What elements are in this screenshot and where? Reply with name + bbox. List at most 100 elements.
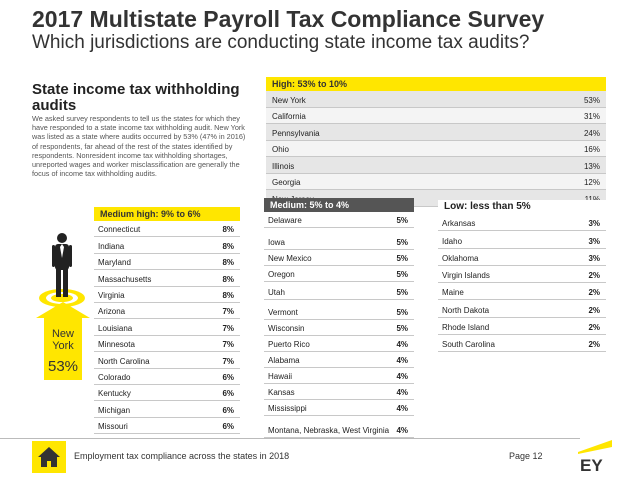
table-row: Kansas 4% bbox=[264, 384, 414, 400]
highlight-percent: 53% bbox=[47, 358, 79, 375]
state-name: Montana, Nebraska, West Virginia bbox=[268, 426, 390, 435]
state-name: Minnesota bbox=[98, 340, 135, 350]
state-name: Kentucky bbox=[98, 389, 131, 399]
page-title: 2017 Multistate Payroll Tax Compliance S… bbox=[32, 6, 545, 32]
state-name: Illinois bbox=[272, 161, 295, 171]
table-row: Arizona 7% bbox=[94, 302, 240, 320]
state-name: Michigan bbox=[98, 405, 131, 415]
state-name: Delaware bbox=[268, 216, 302, 225]
tier-medium-high-header: Medium high: 9% to 6% bbox=[94, 207, 240, 221]
state-percent: 5% bbox=[396, 270, 408, 279]
state-name: Hawaii bbox=[268, 372, 293, 381]
table-row: Indiana 8% bbox=[94, 237, 240, 254]
table-row: Massachusetts 8% bbox=[94, 270, 240, 287]
state-percent: 31% bbox=[583, 112, 600, 121]
state-name: Ohio bbox=[272, 145, 289, 154]
table-row: Virginia 8% bbox=[94, 286, 240, 303]
state-name: North Dakota bbox=[442, 305, 490, 315]
table-row: Arkansas 3% bbox=[438, 214, 606, 232]
highlight-state-line1: New bbox=[51, 328, 74, 340]
state-name: Georgia bbox=[272, 178, 301, 187]
state-name: Maine bbox=[442, 288, 464, 298]
person-icon bbox=[52, 233, 72, 297]
state-name: Oregon bbox=[268, 270, 295, 279]
table-row: New Mexico 5% bbox=[264, 250, 414, 266]
highlight-state-line2: York bbox=[52, 340, 74, 352]
state-name: Virginia bbox=[98, 290, 125, 300]
state-percent: 8% bbox=[222, 290, 234, 300]
state-name: Alabama bbox=[268, 356, 300, 365]
tier-low-panel: Low: less than 5% Arkansas 3% Idaho 3% Oklah… bbox=[438, 200, 606, 353]
table-row: Missouri 6% bbox=[94, 417, 240, 435]
state-percent: 24% bbox=[583, 128, 600, 138]
state-name: New York bbox=[272, 95, 306, 105]
state-percent: 13% bbox=[583, 161, 600, 171]
footer-text: Employment tax compliance across the sta… bbox=[74, 451, 290, 461]
tier-medium-header: Medium: 5% to 4% bbox=[264, 198, 414, 212]
table-row: Kentucky 6% bbox=[94, 384, 240, 402]
state-name: Vermont bbox=[268, 308, 298, 317]
state-percent: 11% bbox=[584, 194, 600, 204]
table-row: Oregon 5% bbox=[264, 266, 414, 282]
table-row: Virgin Islands 2% bbox=[438, 265, 606, 284]
state-percent: 4% bbox=[396, 404, 408, 413]
state-percent: 7% bbox=[222, 307, 234, 317]
state-name: Pennsylvania bbox=[272, 128, 320, 138]
state-name: Rhode Island bbox=[442, 323, 490, 333]
state-name: North Carolina bbox=[98, 356, 150, 366]
table-row: North Carolina 7% bbox=[94, 352, 240, 369]
home-button[interactable] bbox=[32, 441, 66, 473]
state-name: South Carolina bbox=[442, 340, 495, 350]
section-body: We asked survey respondents to tell us t… bbox=[32, 114, 246, 179]
state-percent: 8% bbox=[222, 258, 234, 268]
tier-medium-rows: Delaware 5% Iowa 5% New Mexico 5% Oregon 5% Utah… bbox=[264, 212, 414, 438]
table-row: Montana, Nebraska, West Virginia 4% bbox=[264, 416, 414, 438]
up-arrow-icon bbox=[36, 302, 90, 318]
state-name: Colorado bbox=[98, 372, 131, 382]
tier-medium-panel: Medium: 5% to 4% Delaware 5% Iowa 5% New Mex… bbox=[264, 198, 414, 438]
section-title: State income tax withholding audits bbox=[32, 81, 240, 114]
table-row: Illinois 13% bbox=[266, 157, 606, 174]
table-row: Hawaii 4% bbox=[264, 368, 414, 384]
table-row: Utah 5% bbox=[264, 282, 414, 300]
table-row: Iowa 5% bbox=[264, 228, 414, 250]
state-percent: 6% bbox=[222, 405, 234, 415]
state-percent: 4% bbox=[396, 372, 408, 381]
state-percent: 16% bbox=[583, 145, 600, 154]
state-percent: 7% bbox=[222, 340, 234, 350]
state-name: Puerto Rico bbox=[268, 340, 310, 349]
table-row: Minnesota 7% bbox=[94, 335, 240, 353]
page-number: Page 12 bbox=[509, 451, 543, 461]
state-name: Connecticut bbox=[98, 225, 141, 235]
state-name: Utah bbox=[268, 288, 285, 297]
table-row: Georgia 12% bbox=[266, 173, 606, 190]
state-percent: 5% bbox=[396, 308, 408, 317]
state-name: Iowa bbox=[268, 238, 285, 247]
table-row: Michigan 6% bbox=[94, 401, 240, 418]
state-percent: 5% bbox=[396, 288, 408, 297]
state-percent: 12% bbox=[583, 178, 600, 187]
state-name: Massachusetts bbox=[98, 274, 152, 284]
highlight-arrow-box bbox=[44, 316, 82, 380]
table-row: Puerto Rico 4% bbox=[264, 336, 414, 352]
state-percent: 5% bbox=[396, 254, 408, 263]
state-percent: 2% bbox=[588, 271, 600, 281]
table-row: Ohio 16% bbox=[266, 140, 606, 157]
table-row: Colorado 6% bbox=[94, 368, 240, 385]
table-row: New York 53% bbox=[266, 91, 606, 108]
state-percent: 5% bbox=[396, 238, 408, 247]
table-row: Connecticut 8% bbox=[94, 221, 240, 238]
state-name: Mississippi bbox=[268, 404, 307, 413]
state-percent: 8% bbox=[222, 241, 234, 251]
logo-text: EY bbox=[580, 456, 603, 474]
state-percent: 2% bbox=[588, 323, 600, 333]
tier-high-rows: New York 53% California 31% Pennsylvania 24% O… bbox=[266, 91, 606, 207]
state-name: Indiana bbox=[98, 241, 125, 251]
tier-low-rows: Arkansas 3% Idaho 3% Oklahoma 3% Virgin Island… bbox=[438, 214, 606, 353]
state-percent: 4% bbox=[396, 340, 408, 349]
tier-medium-high-rows: Connecticut 8% Indiana 8% Maryland 8% Massachu… bbox=[94, 221, 240, 435]
state-name: Arizona bbox=[98, 307, 126, 317]
table-row: North Dakota 2% bbox=[438, 300, 606, 318]
highlight-state: New York bbox=[44, 328, 82, 352]
state-percent: 6% bbox=[222, 372, 234, 382]
